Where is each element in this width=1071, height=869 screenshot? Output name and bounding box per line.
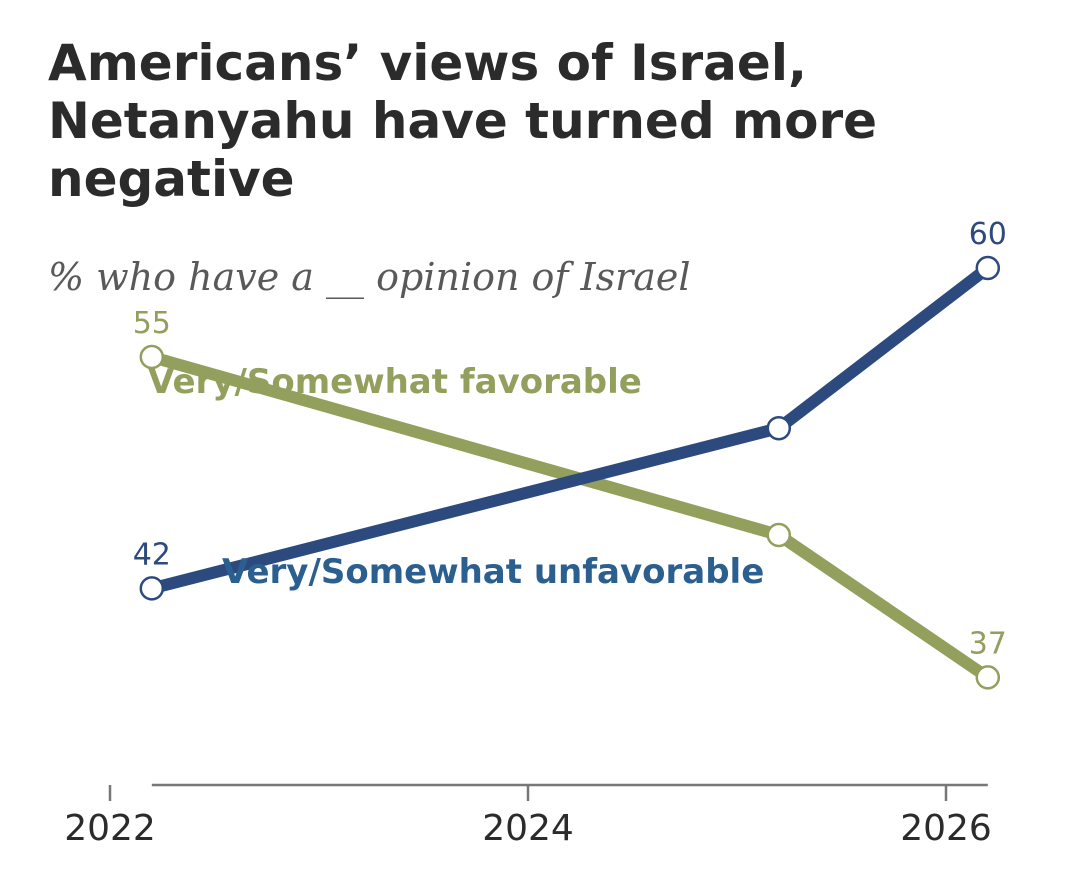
data-point	[139, 344, 165, 370]
data-label: 60	[969, 217, 1007, 252]
series-points	[139, 255, 1001, 690]
data-point	[975, 255, 1001, 281]
series-lines	[145, 262, 994, 684]
data-labels: 55 37 42 60	[133, 217, 1007, 661]
x-tick-label: 2026	[900, 808, 992, 849]
chart-title: Americans’ views of Israel, Netanyahu ha…	[48, 34, 878, 208]
x-tick-label: 2022	[64, 808, 156, 849]
series-line-1	[145, 262, 994, 595]
data-point	[766, 415, 792, 441]
series-label-unfavorable: Very/Somewhat unfavorable	[222, 552, 764, 592]
data-label: 42	[133, 537, 171, 572]
data-point	[139, 576, 165, 601]
data-label: 37	[969, 626, 1007, 661]
series-line-0	[145, 351, 994, 684]
chart-subtitle: % who have a __ opinion of Israel	[48, 255, 691, 299]
series-label-favorable: Very/Somewhat favorable	[148, 362, 642, 402]
data-point	[975, 665, 1001, 690]
x-axis: 2022 2024 2026	[64, 783, 992, 849]
data-label: 55	[133, 306, 171, 341]
x-tick-label: 2024	[482, 808, 574, 849]
data-point	[766, 522, 792, 548]
